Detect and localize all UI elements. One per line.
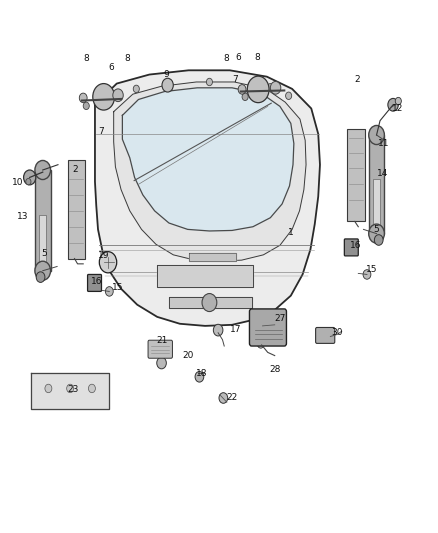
Bar bbox=[67, 160, 85, 259]
Circle shape bbox=[106, 287, 113, 296]
Text: 23: 23 bbox=[67, 385, 79, 394]
Circle shape bbox=[113, 89, 123, 102]
Text: 8: 8 bbox=[223, 54, 229, 62]
Text: 9: 9 bbox=[163, 70, 169, 79]
Text: 11: 11 bbox=[378, 139, 389, 148]
Circle shape bbox=[369, 224, 385, 243]
Bar bbox=[39, 215, 46, 271]
Bar bbox=[35, 170, 50, 271]
Polygon shape bbox=[95, 70, 320, 326]
Bar bbox=[369, 135, 385, 233]
Text: 7: 7 bbox=[98, 127, 103, 136]
Circle shape bbox=[99, 252, 117, 273]
Polygon shape bbox=[122, 88, 294, 231]
Text: 15: 15 bbox=[112, 283, 124, 292]
Circle shape bbox=[67, 384, 74, 393]
Circle shape bbox=[257, 340, 264, 348]
Bar bbox=[373, 180, 380, 233]
Circle shape bbox=[286, 92, 292, 100]
Circle shape bbox=[374, 235, 383, 245]
Circle shape bbox=[79, 93, 87, 103]
Circle shape bbox=[93, 84, 115, 110]
Bar bbox=[347, 128, 365, 221]
Text: 19: 19 bbox=[98, 252, 110, 261]
Circle shape bbox=[267, 84, 273, 91]
FancyBboxPatch shape bbox=[316, 327, 335, 343]
Circle shape bbox=[83, 102, 89, 110]
Text: 17: 17 bbox=[230, 325, 241, 334]
Text: 27: 27 bbox=[274, 314, 286, 323]
Circle shape bbox=[35, 160, 50, 180]
Text: 2: 2 bbox=[73, 166, 78, 174]
Circle shape bbox=[133, 85, 139, 93]
Circle shape bbox=[242, 93, 248, 101]
Circle shape bbox=[36, 272, 45, 282]
Text: 16: 16 bbox=[91, 277, 102, 286]
Circle shape bbox=[35, 261, 50, 280]
Circle shape bbox=[195, 372, 204, 382]
Circle shape bbox=[24, 170, 36, 185]
Circle shape bbox=[270, 82, 281, 94]
Circle shape bbox=[213, 324, 223, 336]
Text: 22: 22 bbox=[226, 393, 238, 402]
Text: 18: 18 bbox=[196, 369, 207, 378]
Text: 21: 21 bbox=[157, 336, 168, 345]
Text: 8: 8 bbox=[125, 54, 131, 62]
Text: 2: 2 bbox=[355, 75, 360, 84]
Circle shape bbox=[369, 125, 385, 144]
Text: 20: 20 bbox=[182, 351, 193, 360]
Circle shape bbox=[388, 99, 398, 111]
FancyBboxPatch shape bbox=[148, 340, 173, 358]
Text: 1: 1 bbox=[288, 228, 294, 237]
Circle shape bbox=[202, 294, 217, 312]
Text: 6: 6 bbox=[108, 63, 114, 71]
Text: 15: 15 bbox=[366, 265, 377, 273]
Circle shape bbox=[219, 393, 228, 403]
Circle shape bbox=[363, 270, 371, 279]
Circle shape bbox=[206, 78, 212, 86]
Text: 8: 8 bbox=[254, 53, 260, 62]
Text: 5: 5 bbox=[373, 225, 378, 234]
FancyBboxPatch shape bbox=[250, 309, 286, 346]
Text: 14: 14 bbox=[377, 169, 389, 178]
Circle shape bbox=[238, 85, 246, 94]
Circle shape bbox=[395, 98, 401, 105]
Text: 16: 16 bbox=[350, 241, 362, 250]
Text: 12: 12 bbox=[392, 104, 403, 113]
Text: 8: 8 bbox=[84, 54, 89, 62]
Text: 28: 28 bbox=[269, 366, 280, 374]
FancyBboxPatch shape bbox=[344, 239, 358, 256]
Text: 13: 13 bbox=[18, 212, 29, 221]
Circle shape bbox=[45, 384, 52, 393]
Circle shape bbox=[247, 76, 269, 103]
Polygon shape bbox=[157, 265, 253, 287]
Text: 10: 10 bbox=[12, 178, 24, 187]
Circle shape bbox=[88, 384, 95, 393]
Polygon shape bbox=[169, 297, 252, 308]
Circle shape bbox=[26, 179, 31, 185]
Text: 7: 7 bbox=[233, 75, 238, 84]
Polygon shape bbox=[31, 373, 110, 409]
Text: 5: 5 bbox=[41, 249, 47, 259]
Circle shape bbox=[157, 357, 166, 369]
Polygon shape bbox=[188, 253, 237, 261]
Circle shape bbox=[162, 78, 173, 92]
FancyBboxPatch shape bbox=[88, 274, 102, 292]
Text: 6: 6 bbox=[236, 53, 241, 62]
Text: 30: 30 bbox=[332, 328, 343, 337]
Polygon shape bbox=[114, 82, 306, 261]
